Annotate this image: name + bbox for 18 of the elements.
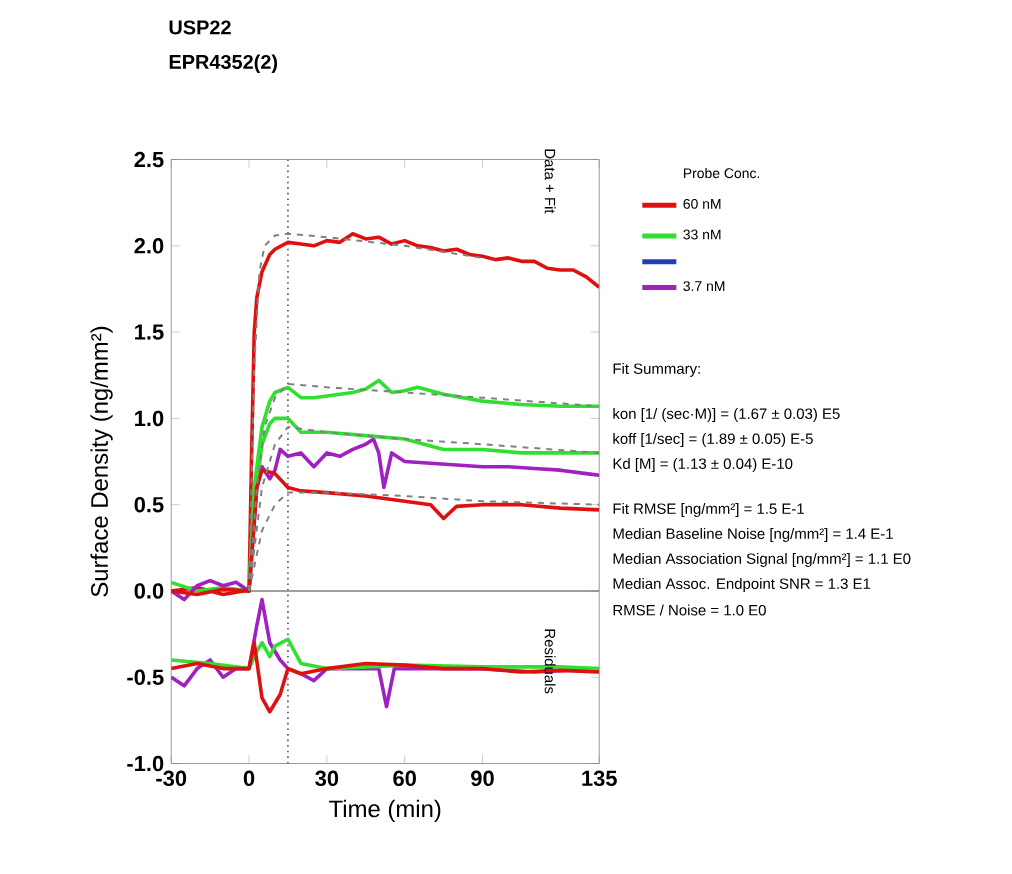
y-tick-label: 0.5 [134, 496, 164, 513]
y-tick-label: 1.0 [135, 410, 164, 427]
x-tick-label: 30 [315, 770, 339, 787]
x-tick-label: -30 [156, 770, 187, 787]
x-tick-label: 60 [393, 770, 416, 787]
x-tick-label: 135 [582, 770, 617, 787]
y-tick-label: 1.5 [135, 324, 164, 340]
y-tick-label: -0.5 [127, 669, 164, 685]
y-axis-title: Surface Density (ng/mm²) [90, 326, 113, 597]
y-tick-label: 2.0 [134, 238, 164, 254]
y-tick-label: -1.0 [127, 755, 164, 772]
y-tick-label: 2.5 [134, 151, 164, 168]
y-tick-label: 0.0 [134, 583, 164, 599]
x-axis-title: Time (min) [329, 799, 441, 823]
x-tick-label: 90 [471, 770, 494, 787]
chart-subtitle: EPR4352(2) [169, 54, 278, 73]
x-tick-label: 0 [243, 770, 255, 787]
chart-title: USP22 [169, 20, 231, 35]
